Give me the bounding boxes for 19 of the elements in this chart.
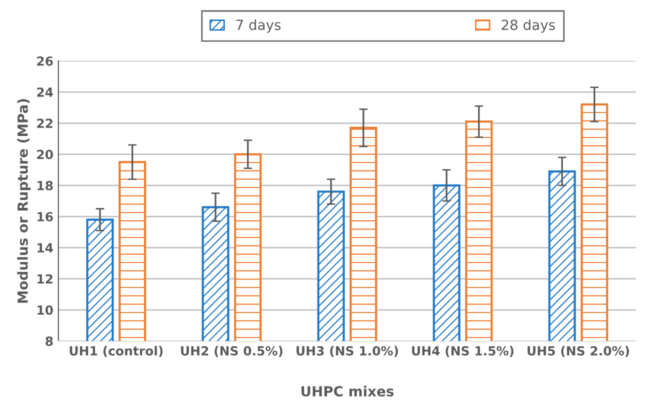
y-tick-label: 22 bbox=[37, 118, 52, 128]
y-tick-label: 18 bbox=[38, 180, 53, 190]
x-axis-title: UHPC mixes bbox=[301, 386, 394, 397]
legend-label: 28 days bbox=[502, 19, 555, 33]
y-tick-label: 10 bbox=[38, 305, 53, 315]
x-tick-label: UH1 (control) bbox=[70, 346, 163, 358]
y-tick-label: 26 bbox=[37, 56, 53, 66]
y-tick-label: 8 bbox=[46, 336, 53, 346]
y-axis-title: Modulus or Rupture (MPa) bbox=[17, 99, 31, 303]
y-tick-label: 20 bbox=[37, 150, 53, 160]
x-tick-label: UH5 (NS 2.0%) bbox=[528, 346, 629, 358]
x-tick-label: UH2 (NS 0.5%) bbox=[181, 346, 282, 358]
legend-label: 7 days bbox=[236, 19, 281, 33]
x-tick-label: UH4 (NS 1.5%) bbox=[412, 346, 514, 358]
y-tick-label: 12 bbox=[38, 274, 52, 284]
x-tick-label: UH3 (NS 1.0%) bbox=[296, 346, 398, 358]
y-tick-label: 14 bbox=[38, 243, 53, 252]
y-tick-label: 16 bbox=[38, 212, 53, 222]
y-tick-label: 24 bbox=[37, 88, 53, 97]
